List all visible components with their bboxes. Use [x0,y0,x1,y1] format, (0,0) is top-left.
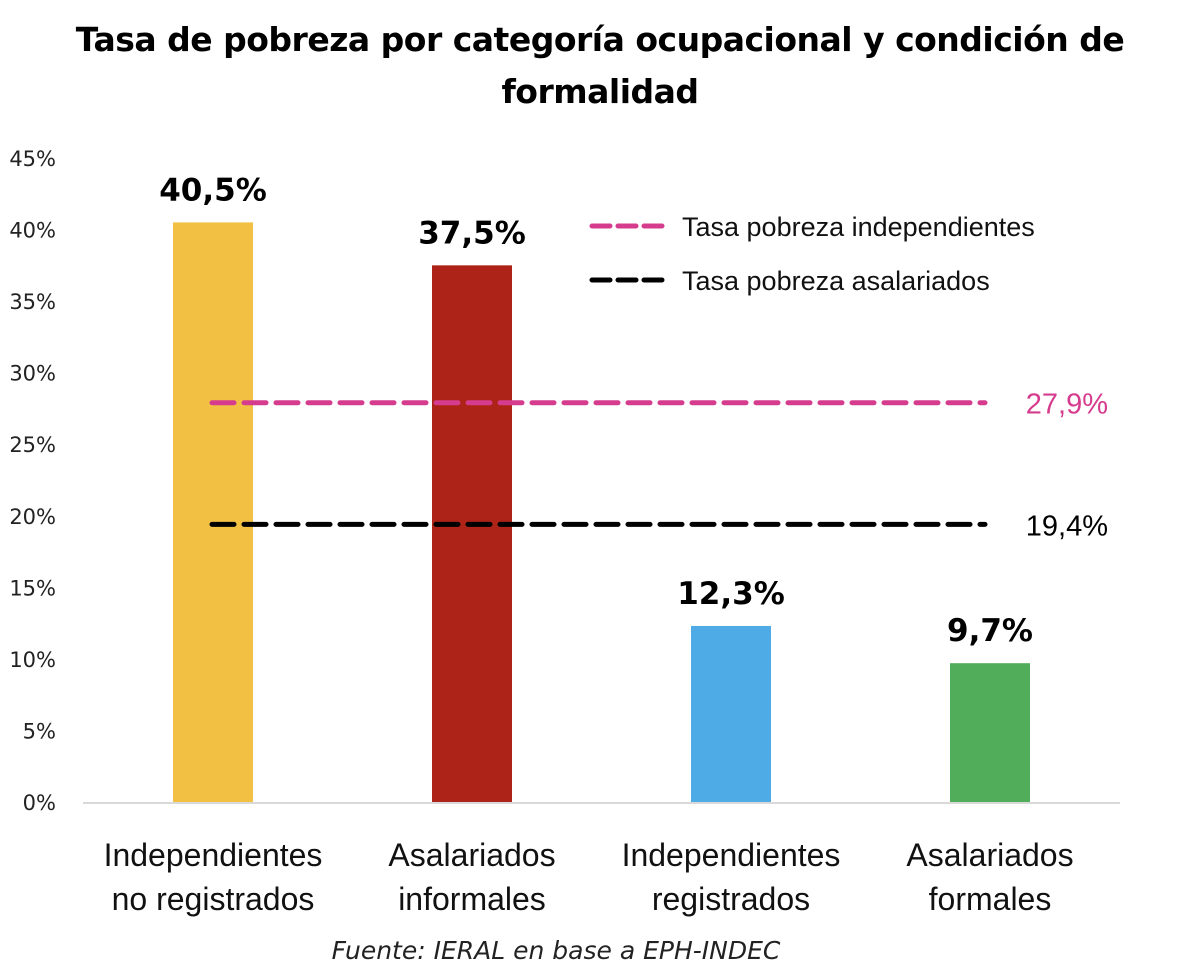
x-tick-label: Asalariados [906,837,1073,873]
y-tick-label: 25% [9,433,56,457]
bar-1 [173,222,253,802]
x-tick-label: informales [398,881,546,917]
reference-line-label-2: 19,4% [1026,510,1108,542]
x-tick-label: registrados [652,881,810,917]
y-tick-label: 40% [9,219,56,243]
category-labels: Independientes no registrados Asalariados i… [104,837,1074,917]
x-tick-label: formales [929,881,1052,917]
legend-label-1: Tasa pobreza independientes [682,212,1035,242]
data-label: 37,5% [418,215,526,251]
chart-title-line-2: formalidad [501,72,699,111]
value-labels: 40,5% 37,5% 12,3% 9,7% [159,172,1033,649]
x-tick-label: Independientes [622,837,841,873]
legend-label-2: Tasa pobreza asalariados [682,266,990,296]
x-tick-label: Asalariados [388,837,555,873]
y-tick-label: 45% [9,147,56,171]
bars [173,222,1030,802]
y-axis: 0% 5% 10% 15% 20% 25% 30% 35% 40% 45% [9,147,56,815]
chart-title-line-1: Tasa de pobreza por categoría ocupaciona… [75,20,1125,59]
y-tick-label: 20% [9,505,56,529]
y-tick-label: 30% [9,362,56,386]
chart-title: Tasa de pobreza por categoría ocupaciona… [0,14,1200,118]
y-tick-label: 5% [23,719,56,743]
y-tick-label: 10% [9,648,56,672]
reference-lines: 27,9% 19,4% [209,389,1108,542]
bar-3 [691,625,771,802]
x-tick-label: Independientes [104,837,323,873]
data-label: 40,5% [159,172,267,208]
legend: Tasa pobreza independientes Tasa pobreza … [589,212,1035,296]
x-tick-label: no registrados [112,881,315,917]
source-note: Fuente: IERAL en base a EPH-INDEC [331,936,781,965]
bar-4 [950,663,1030,802]
data-label: 9,7% [947,613,1033,649]
data-label: 12,3% [677,576,785,612]
y-tick-label: 15% [9,576,56,600]
y-tick-label: 0% [23,791,56,815]
y-tick-label: 35% [9,290,56,314]
bar-2 [432,265,512,802]
reference-line-label-1: 27,9% [1026,389,1108,421]
